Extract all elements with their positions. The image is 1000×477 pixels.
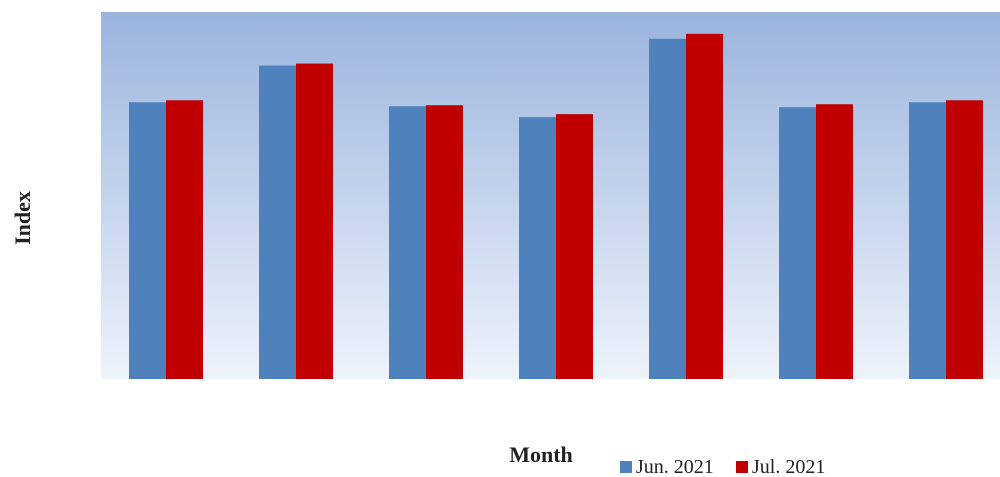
bar-jul-2021-6 — [816, 104, 853, 380]
bar-jul-2021-3 — [426, 105, 463, 379]
legend-label-jun-2021: Jun. 2021 — [636, 456, 714, 477]
bar-jun-2021-6 — [779, 107, 816, 379]
bar-jun-2021-1 — [129, 102, 166, 380]
legend: Jun. 2021 Jul. 2021 — [620, 456, 825, 477]
bar-jun-2021-7 — [909, 102, 946, 380]
bar-jun-2021-4 — [519, 117, 556, 380]
bar-jul-2021-7 — [946, 100, 983, 379]
legend-swatch-jun-2021 — [620, 461, 632, 473]
bar-jul-2021-5 — [686, 33, 723, 379]
bar-jul-2021-2 — [296, 63, 333, 380]
bar-jun-2021-5 — [649, 38, 686, 380]
x-axis-title: Month — [509, 442, 573, 467]
bar-jun-2021-3 — [389, 106, 426, 379]
legend-swatch-jul-2021 — [736, 461, 748, 473]
y-axis-title: Index — [10, 191, 35, 245]
bar-jun-2021-2 — [259, 65, 296, 379]
bars-layer — [129, 33, 983, 380]
bar-jul-2021-4 — [556, 114, 593, 380]
bar-jul-2021-1 — [166, 100, 203, 379]
legend-label-jul-2021: Jul. 2021 — [752, 456, 825, 477]
